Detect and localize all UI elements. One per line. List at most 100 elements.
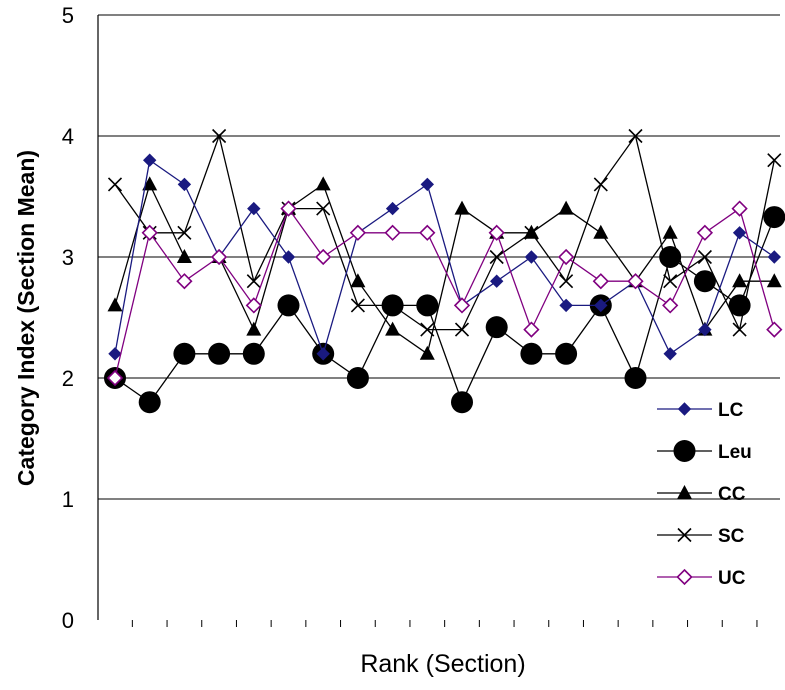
legend-label: CC <box>718 484 746 505</box>
data-point-cc <box>350 273 366 288</box>
data-point-uc <box>141 224 158 241</box>
data-point-sc <box>697 249 712 265</box>
legend-marker <box>677 485 692 499</box>
data-point-lc <box>385 201 400 216</box>
data-point-cc <box>315 176 331 191</box>
data-point-uc <box>627 273 644 290</box>
data-point-leu <box>277 294 300 317</box>
legend-marker <box>677 527 692 543</box>
data-point-leu <box>520 342 543 365</box>
data-point-lc <box>142 153 157 167</box>
x-axis-label: Rank (Section) <box>360 650 525 678</box>
data-point-uc <box>488 224 505 241</box>
legend-item-sc: SC <box>657 526 745 547</box>
legend-item-leu: Leu <box>657 440 752 463</box>
data-point-uc <box>453 297 471 314</box>
data-point-lc <box>767 250 782 264</box>
data-point-sc <box>316 201 331 216</box>
legend: LC Leu CC SC UC <box>657 400 752 589</box>
y-tick-label: 1 <box>62 487 74 512</box>
legend-item-cc: CC <box>657 484 746 505</box>
data-point-sc <box>350 298 365 313</box>
data-point-cc <box>558 200 574 215</box>
data-point-sc <box>732 322 747 337</box>
legend-marker <box>673 440 696 462</box>
legend-marker <box>676 568 693 586</box>
data-point-leu <box>173 342 196 365</box>
data-point-uc <box>523 321 540 338</box>
data-point-sc <box>593 177 608 192</box>
y-axis-label: Category Index (Section Mean) <box>13 150 39 486</box>
series-line-sc <box>114 133 775 332</box>
data-point-leu <box>451 391 473 414</box>
data-point-leu <box>416 294 439 317</box>
data-point-sc <box>420 322 435 337</box>
series-line-uc <box>114 207 775 379</box>
data-point-sc <box>628 128 643 144</box>
data-point-uc <box>731 200 748 217</box>
data-point-leu <box>659 246 682 268</box>
data-point-leu <box>208 342 231 365</box>
data-point-lc <box>594 298 608 313</box>
data-point-lc <box>698 322 712 337</box>
legend-item-uc: UC <box>657 568 746 589</box>
series-uc <box>106 200 783 387</box>
data-point-sc <box>212 128 227 144</box>
legend-item-lc: LC <box>657 400 744 421</box>
data-point-lc <box>177 177 192 192</box>
y-tick-label: 5 <box>62 3 74 28</box>
series-line-cc <box>114 182 775 355</box>
data-point-uc <box>592 273 609 290</box>
series-leu <box>104 206 785 414</box>
data-point-uc <box>349 224 367 241</box>
data-point-leu <box>138 391 161 414</box>
data-point-sc <box>177 225 192 240</box>
data-point-uc <box>245 297 262 314</box>
data-point-leu <box>555 342 578 365</box>
data-point-cc <box>142 176 158 191</box>
data-point-lc <box>559 298 573 313</box>
data-point-cc <box>385 321 401 336</box>
data-point-uc <box>315 248 332 266</box>
data-point-cc <box>246 321 262 336</box>
data-point-sc <box>524 225 539 240</box>
data-point-sc <box>246 274 261 289</box>
data-point-lc <box>663 347 677 361</box>
data-point-uc <box>106 369 124 387</box>
axes: 0 1 2 3 4 5 <box>62 3 758 633</box>
data-point-cc <box>662 224 678 239</box>
data-point-uc <box>557 248 575 266</box>
data-point-sc <box>663 274 678 289</box>
data-point-sc <box>454 322 470 337</box>
legend-marker <box>677 402 692 416</box>
data-point-uc <box>176 273 193 290</box>
data-point-cc <box>732 273 748 288</box>
data-point-leu <box>242 342 265 365</box>
data-point-leu <box>346 367 369 389</box>
legend-label: Leu <box>718 442 752 463</box>
data-point-uc <box>696 224 714 241</box>
legend-label: LC <box>718 400 744 421</box>
series-group <box>104 128 785 414</box>
y-tick-label: 2 <box>62 366 74 391</box>
data-point-sc <box>107 177 123 192</box>
data-point-lc <box>732 226 747 240</box>
data-point-lc <box>281 250 296 264</box>
data-point-lc <box>247 201 261 216</box>
data-point-lc <box>316 347 330 361</box>
data-point-cc <box>593 224 609 239</box>
data-point-sc <box>767 153 782 168</box>
data-point-leu <box>485 316 508 339</box>
data-point-leu <box>763 206 785 229</box>
series-line-lc <box>114 159 775 356</box>
y-tick-label: 4 <box>62 124 74 149</box>
data-point-lc <box>524 250 539 264</box>
data-point-uc <box>766 321 783 338</box>
data-point-cc <box>176 249 192 263</box>
y-tick-label: 0 <box>62 608 74 633</box>
data-point-cc <box>419 345 435 360</box>
data-point-leu <box>624 367 647 389</box>
data-point-lc <box>420 177 435 192</box>
